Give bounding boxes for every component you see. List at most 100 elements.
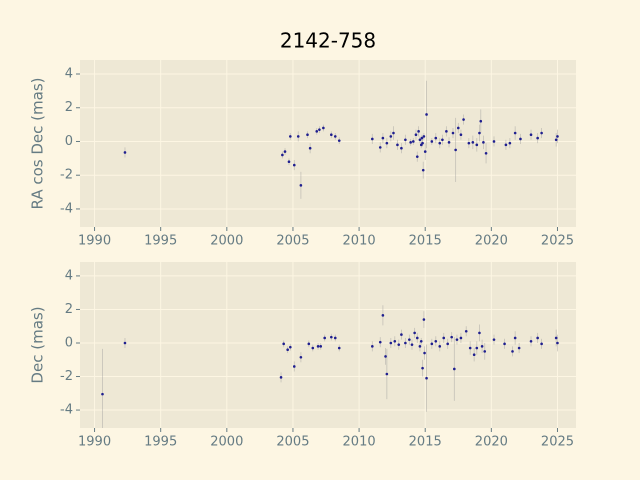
point	[479, 119, 483, 123]
point	[451, 131, 455, 135]
x-tick-label: 2025	[541, 234, 574, 249]
point	[299, 184, 303, 187]
plot-area	[80, 60, 576, 227]
point	[484, 151, 488, 155]
point	[287, 160, 291, 164]
y-axis-label: RA cos Dec (mas)	[29, 78, 47, 210]
y-tick-label: -4	[60, 403, 73, 418]
x-tick-label: 2005	[276, 435, 309, 450]
point	[478, 331, 481, 335]
point	[483, 350, 487, 353]
point	[421, 168, 425, 172]
point	[415, 336, 419, 340]
point	[289, 135, 292, 138]
point	[422, 135, 426, 138]
point	[319, 345, 323, 348]
point	[438, 345, 442, 348]
point	[471, 141, 475, 144]
y-tick-label: 0	[65, 335, 73, 350]
y-tick-label: -4	[60, 201, 73, 216]
point	[316, 345, 320, 348]
point	[475, 143, 479, 147]
point	[430, 140, 434, 143]
point	[492, 338, 496, 341]
point	[517, 346, 521, 350]
point	[400, 333, 403, 336]
point	[478, 131, 481, 135]
point	[299, 355, 303, 359]
point	[419, 340, 423, 343]
point	[311, 346, 315, 350]
point	[322, 126, 325, 130]
x-tick-label: 2000	[210, 234, 243, 249]
point	[337, 346, 341, 350]
point	[438, 141, 442, 145]
point	[315, 130, 319, 133]
point	[371, 345, 374, 348]
point	[453, 367, 456, 371]
x-tick-label: 2010	[343, 234, 376, 249]
x-tick-label: 2010	[343, 435, 376, 450]
point	[421, 141, 424, 145]
point	[333, 336, 337, 340]
point	[447, 141, 451, 144]
point	[412, 140, 415, 143]
point	[318, 128, 321, 131]
x-tick-label: 2015	[409, 234, 442, 249]
point	[529, 133, 533, 137]
point	[381, 136, 385, 140]
point	[422, 318, 426, 321]
x-tick-label: 1990	[78, 435, 111, 450]
point	[323, 336, 326, 340]
point	[519, 137, 522, 141]
plot-area	[80, 262, 576, 428]
point	[540, 131, 543, 135]
point	[536, 336, 539, 340]
point	[418, 345, 422, 348]
point	[392, 131, 395, 135]
x-tick-label: 2025	[541, 435, 574, 450]
point	[536, 136, 539, 140]
point	[503, 342, 506, 346]
point	[389, 135, 393, 138]
point	[425, 113, 428, 116]
point	[423, 150, 427, 153]
point	[456, 126, 460, 130]
point	[468, 346, 472, 350]
point	[556, 135, 559, 138]
point	[467, 141, 471, 145]
point	[508, 141, 512, 145]
point	[554, 138, 558, 142]
point	[123, 341, 127, 345]
point	[540, 342, 543, 346]
point	[400, 146, 403, 150]
point	[492, 140, 496, 143]
point	[413, 331, 416, 335]
point	[404, 138, 407, 142]
point	[283, 150, 287, 153]
x-tick-label: 1995	[144, 234, 177, 249]
point	[289, 345, 292, 349]
point	[425, 376, 428, 380]
point	[423, 351, 426, 355]
point	[306, 133, 309, 137]
y-tick-label: 4	[65, 268, 73, 283]
point	[417, 130, 420, 133]
y-tick-label: 4	[65, 67, 73, 82]
point	[292, 365, 296, 368]
point	[308, 146, 312, 150]
point	[513, 336, 517, 340]
y-axis-label: Dec (mas)	[29, 306, 47, 383]
y-tick-label: -2	[60, 369, 73, 384]
point	[420, 136, 424, 140]
point	[459, 336, 463, 340]
x-tick-label: 2000	[210, 435, 243, 450]
y-tick-label: 2	[65, 302, 73, 317]
x-tick-label: 1995	[144, 435, 177, 450]
point	[462, 118, 465, 121]
point	[123, 151, 127, 154]
point	[409, 141, 412, 144]
point	[378, 146, 382, 149]
point	[475, 346, 479, 350]
point	[459, 133, 463, 137]
